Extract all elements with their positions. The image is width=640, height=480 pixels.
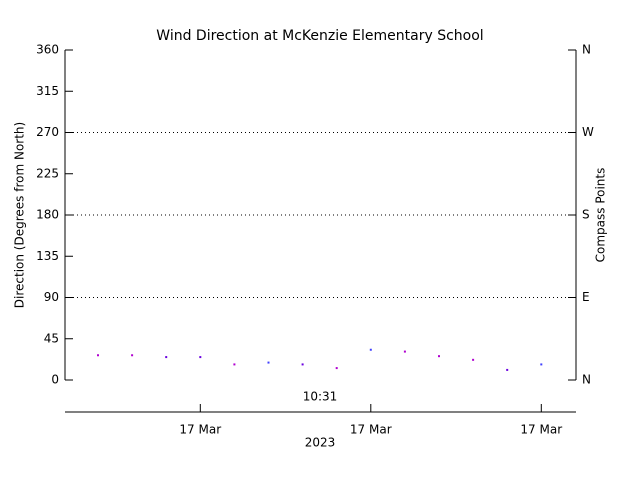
y-tick-label: 45 — [44, 331, 59, 345]
y2-tick-label: E — [582, 290, 590, 304]
point — [403, 350, 406, 353]
x-tick-label: 17 Mar — [520, 423, 562, 437]
y-tick-label: 180 — [36, 208, 59, 222]
point — [199, 356, 202, 359]
y2-tick-label: N — [582, 43, 591, 57]
point — [540, 363, 543, 366]
y-tick-label: 360 — [36, 43, 59, 57]
time-label: 10:31 — [303, 390, 338, 404]
y2-tick-label: W — [582, 125, 594, 139]
point — [472, 358, 475, 361]
point — [438, 355, 440, 358]
x-tick-label: 17 Mar — [350, 423, 392, 437]
point — [301, 363, 304, 366]
point — [233, 363, 236, 366]
y-tick-label: 135 — [36, 249, 59, 263]
point — [369, 348, 372, 351]
point — [165, 356, 168, 359]
y-axis-label: Direction (Degrees from North) — [13, 122, 27, 308]
y-tick-label: 270 — [36, 125, 59, 139]
x-tick-label: 17 Mar — [179, 423, 221, 437]
y-tick-label: 90 — [44, 290, 59, 304]
point — [506, 368, 509, 371]
point — [131, 354, 134, 357]
point — [267, 361, 270, 364]
y-tick-label: 225 — [36, 166, 59, 180]
y2-tick-label: S — [582, 208, 590, 222]
y-tick-label: 0 — [51, 373, 59, 387]
y2-axis-label: Compass Points — [594, 168, 608, 263]
x-axis-label: 2023 — [305, 436, 336, 450]
y-tick-label: 315 — [36, 84, 59, 98]
point — [335, 367, 338, 370]
point — [97, 354, 99, 357]
y2-tick-label: N — [582, 373, 591, 387]
chart-title: Wind Direction at McKenzie Elementary Sc… — [156, 28, 483, 44]
